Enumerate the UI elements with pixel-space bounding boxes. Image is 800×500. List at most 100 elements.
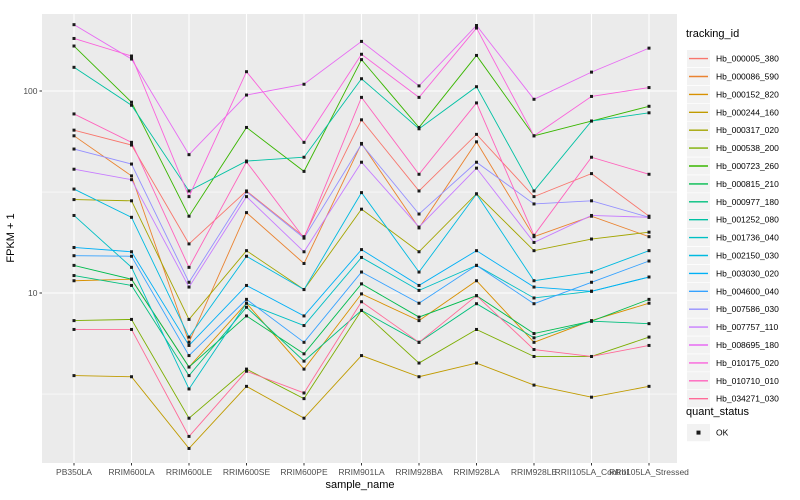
legend-item-Hb_000086_590: Hb_000086_590 bbox=[687, 67, 779, 86]
data-point bbox=[245, 367, 248, 371]
legend-item-Hb_003030_020: Hb_003030_020 bbox=[687, 264, 779, 282]
data-point bbox=[187, 365, 191, 369]
data-point bbox=[647, 343, 651, 347]
data-point bbox=[130, 174, 133, 178]
data-point bbox=[302, 82, 306, 86]
data-point bbox=[187, 285, 191, 289]
legend-item-Hb_000244_160: Hb_000244_160 bbox=[687, 103, 779, 121]
data-point bbox=[360, 308, 363, 312]
legend-item-label: Hb_004600_040 bbox=[716, 286, 779, 296]
data-point bbox=[187, 354, 191, 358]
data-point bbox=[417, 301, 421, 305]
data-point bbox=[532, 279, 536, 283]
data-point bbox=[187, 265, 191, 269]
data-point bbox=[360, 248, 363, 252]
data-point bbox=[532, 302, 536, 306]
data-point bbox=[130, 283, 133, 287]
data-point bbox=[590, 289, 593, 293]
data-point bbox=[302, 391, 306, 395]
data-point bbox=[360, 255, 363, 259]
data-point bbox=[475, 85, 478, 89]
legend-item-Hb_000005_380: Hb_000005_380 bbox=[687, 50, 779, 68]
data-point bbox=[130, 162, 133, 166]
data-point bbox=[360, 354, 363, 358]
data-point bbox=[475, 327, 478, 331]
data-point bbox=[532, 336, 536, 340]
data-point bbox=[245, 249, 248, 253]
data-point bbox=[417, 225, 421, 229]
data-point bbox=[532, 332, 536, 336]
data-point bbox=[532, 134, 536, 138]
data-point bbox=[475, 294, 478, 298]
data-point bbox=[130, 215, 133, 219]
data-point bbox=[360, 118, 363, 122]
legend-item-label: Hb_002150_030 bbox=[716, 251, 779, 261]
data-point bbox=[187, 153, 191, 157]
x-tick-label: RRIM600SE bbox=[223, 467, 271, 477]
data-point bbox=[187, 374, 191, 378]
data-point bbox=[532, 348, 536, 352]
data-point bbox=[532, 97, 536, 101]
data-point bbox=[245, 195, 248, 199]
data-point bbox=[417, 315, 421, 319]
data-point bbox=[302, 367, 306, 371]
data-point bbox=[532, 233, 536, 237]
data-point bbox=[245, 297, 248, 301]
data-point bbox=[647, 230, 651, 234]
data-point bbox=[532, 383, 536, 387]
legend-item-Hb_000152_820: Hb_000152_820 bbox=[687, 85, 779, 103]
data-point bbox=[245, 283, 248, 287]
data-point bbox=[245, 384, 248, 388]
data-point bbox=[532, 285, 536, 289]
data-point bbox=[245, 314, 248, 318]
data-point bbox=[245, 93, 248, 97]
data-point bbox=[72, 112, 76, 116]
data-point bbox=[187, 416, 191, 420]
data-point bbox=[130, 317, 133, 321]
data-point bbox=[130, 199, 133, 203]
data-point bbox=[532, 195, 536, 199]
legend-item-Hb_008695_180: Hb_008695_180 bbox=[687, 336, 779, 354]
data-point bbox=[360, 52, 363, 56]
x-tick-label: RRII105LA_Control bbox=[555, 467, 629, 477]
data-point bbox=[72, 374, 76, 378]
data-point bbox=[475, 166, 478, 170]
data-point bbox=[360, 207, 363, 211]
data-point bbox=[360, 300, 363, 304]
data-point bbox=[187, 387, 191, 391]
y-tick-label: 100 bbox=[23, 86, 37, 96]
data-point bbox=[647, 322, 651, 326]
data-point bbox=[302, 314, 306, 318]
legend-item-label: Hb_001252_080 bbox=[716, 215, 779, 225]
data-point bbox=[532, 202, 536, 206]
data-point bbox=[647, 104, 651, 108]
data-point bbox=[590, 213, 593, 217]
legend-item-Hb_004600_040: Hb_004600_040 bbox=[687, 282, 779, 300]
x-tick-label: RRIM928LE bbox=[511, 467, 558, 477]
legend-item-label: Hb_000977_180 bbox=[716, 197, 779, 207]
legend-item-label: Hb_010175_020 bbox=[716, 358, 779, 368]
y-axis-title: FPKM + 1 bbox=[5, 213, 17, 263]
data-point bbox=[590, 94, 593, 98]
data-point bbox=[130, 143, 133, 147]
data-point bbox=[302, 324, 306, 328]
data-point bbox=[245, 305, 248, 309]
data-point bbox=[417, 270, 421, 274]
data-point bbox=[417, 319, 421, 323]
data-point bbox=[302, 140, 306, 144]
legend-item-Hb_001736_040: Hb_001736_040 bbox=[687, 229, 779, 247]
data-point bbox=[72, 23, 76, 27]
data-point bbox=[590, 237, 593, 241]
data-point bbox=[647, 46, 651, 50]
data-point bbox=[417, 84, 421, 88]
legend-item-Hb_000815_210: Hb_000815_210 bbox=[687, 175, 779, 193]
data-point bbox=[72, 213, 76, 217]
data-point bbox=[417, 212, 421, 216]
data-point bbox=[647, 275, 651, 279]
data-point bbox=[360, 160, 363, 164]
data-point bbox=[647, 259, 651, 263]
data-point bbox=[532, 249, 536, 253]
legend-item-label: Hb_000815_210 bbox=[716, 179, 779, 189]
legend-item-label: Hb_000538_200 bbox=[716, 143, 779, 153]
legend-item-label: OK bbox=[716, 428, 729, 438]
